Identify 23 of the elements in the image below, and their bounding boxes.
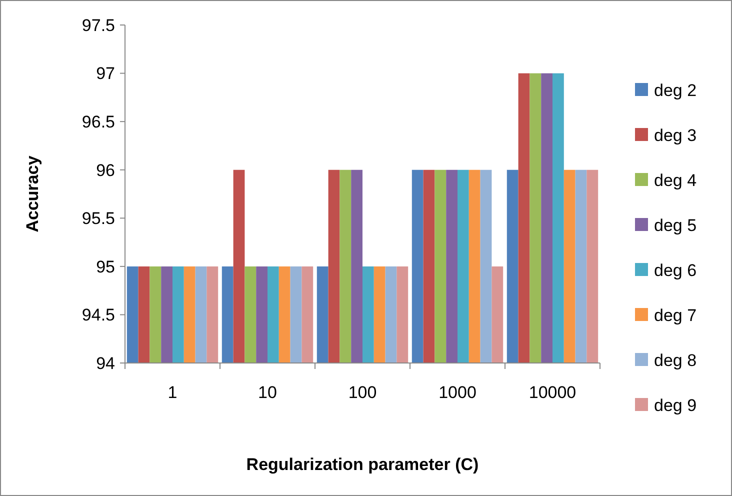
x-tick-label: 1 [168,383,178,402]
legend-label: deg 6 [654,260,697,280]
x-tick-label: 1000 [438,383,476,402]
y-tick-label: 94.5 [82,306,115,325]
legend-label: deg 7 [654,306,697,325]
legend-label: deg 3 [654,126,697,145]
legend-label: deg 9 [654,396,697,415]
x-tick-label: 100 [348,383,377,402]
legend-label: deg 2 [654,80,697,100]
y-tick-label: 95 [96,257,115,276]
y-tick-label: 96.5 [82,112,115,132]
y-axis-title: Accuracy [23,155,42,232]
y-tick-label: 97.5 [82,16,115,35]
y-tick-label: 96 [96,160,115,180]
y-tick-label: 94 [96,354,115,373]
x-tick-label: 10000 [528,383,576,402]
legend-label: deg 8 [654,350,697,370]
y-tick-label: 97 [96,64,115,84]
x-tick-label: 10 [258,383,277,402]
x-axis-title: Regularization parameter (C) [246,455,479,474]
legend-label: deg 4 [654,170,697,190]
y-tick-label: 95.5 [82,209,115,228]
legend-label: deg 5 [654,216,697,235]
